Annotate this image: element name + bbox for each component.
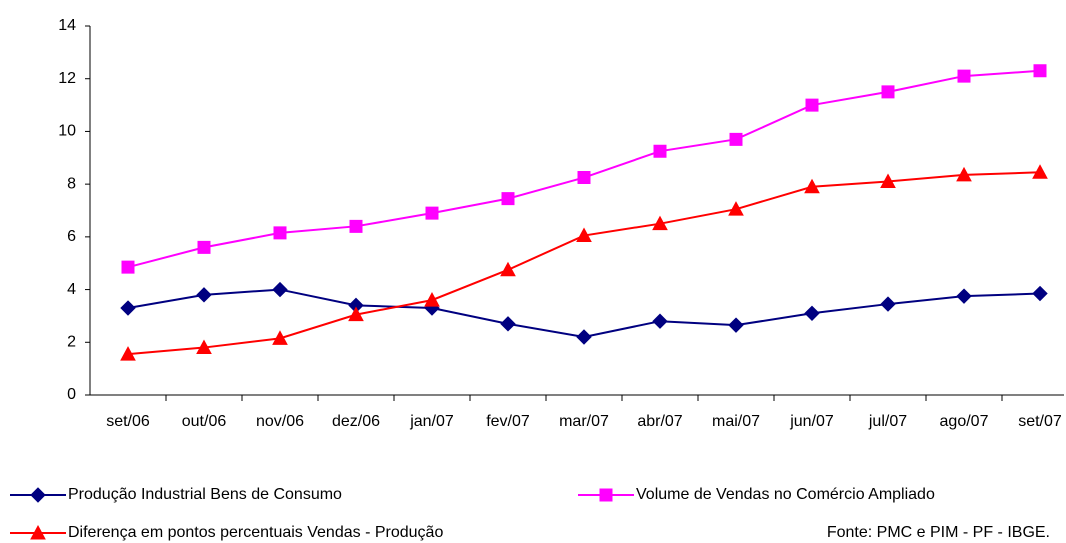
point bbox=[348, 306, 364, 322]
point bbox=[652, 215, 668, 231]
x-tick-label: fev/07 bbox=[486, 413, 530, 430]
point bbox=[196, 339, 212, 355]
point bbox=[805, 98, 819, 112]
y-tick-label: 10 bbox=[58, 123, 76, 140]
point bbox=[804, 305, 820, 321]
x-tick-label: out/06 bbox=[182, 413, 227, 430]
point bbox=[121, 260, 135, 274]
point bbox=[957, 69, 971, 83]
point bbox=[804, 178, 820, 194]
y-tick-label: 2 bbox=[67, 334, 76, 351]
point bbox=[577, 171, 591, 185]
x-tick-label: mai/07 bbox=[712, 413, 760, 430]
point bbox=[728, 201, 744, 216]
source-note: Fonte: PMC e PIM - PF - IBGE. bbox=[827, 524, 1050, 541]
point bbox=[1033, 64, 1047, 78]
point bbox=[120, 300, 136, 316]
point bbox=[956, 288, 972, 304]
point bbox=[653, 144, 667, 158]
point bbox=[652, 313, 668, 329]
point bbox=[424, 292, 440, 307]
x-tick-label: jul/07 bbox=[868, 413, 907, 430]
point bbox=[576, 329, 592, 345]
point bbox=[500, 316, 516, 332]
legend-label: Diferença em pontos percentuais Vendas -… bbox=[68, 524, 443, 541]
point bbox=[501, 192, 515, 206]
point bbox=[729, 132, 743, 146]
x-tick-label: ago/07 bbox=[940, 413, 989, 430]
series-line bbox=[127, 171, 1041, 356]
y-tick-label: 4 bbox=[67, 281, 76, 298]
point bbox=[880, 173, 896, 189]
legend-marker bbox=[599, 488, 613, 502]
x-tick-label: abr/07 bbox=[637, 413, 682, 430]
point bbox=[880, 296, 896, 312]
y-tick-label: 12 bbox=[58, 70, 76, 87]
point bbox=[197, 240, 211, 254]
point bbox=[881, 85, 895, 99]
x-tick-label: mar/07 bbox=[559, 413, 609, 430]
point bbox=[728, 317, 744, 333]
point bbox=[349, 219, 363, 233]
point bbox=[1032, 164, 1048, 179]
y-tick-label: 14 bbox=[58, 17, 76, 34]
legend-label: Volume de Vendas no Comércio Ampliado bbox=[636, 486, 935, 503]
x-tick-label: jun/07 bbox=[789, 413, 834, 430]
point bbox=[196, 287, 212, 303]
y-tick-label: 6 bbox=[67, 228, 76, 245]
point bbox=[272, 281, 288, 298]
point bbox=[576, 227, 592, 243]
legend-marker bbox=[30, 487, 46, 503]
x-tick-label: nov/06 bbox=[256, 413, 304, 430]
point bbox=[956, 166, 972, 182]
legend-label: Produção Industrial Bens de Consumo bbox=[68, 486, 342, 503]
legend-marker bbox=[30, 524, 46, 540]
y-tick-label: 8 bbox=[67, 175, 76, 192]
point bbox=[120, 346, 136, 361]
point bbox=[272, 330, 288, 345]
x-tick-label: jan/07 bbox=[409, 413, 454, 430]
point bbox=[425, 206, 439, 220]
y-tick-label: 0 bbox=[67, 386, 76, 403]
x-tick-label: set/07 bbox=[1018, 413, 1062, 430]
point bbox=[500, 261, 516, 277]
point bbox=[1032, 285, 1048, 302]
x-tick-label: dez/06 bbox=[332, 413, 380, 430]
point bbox=[273, 226, 287, 240]
x-tick-label: set/06 bbox=[106, 413, 150, 430]
